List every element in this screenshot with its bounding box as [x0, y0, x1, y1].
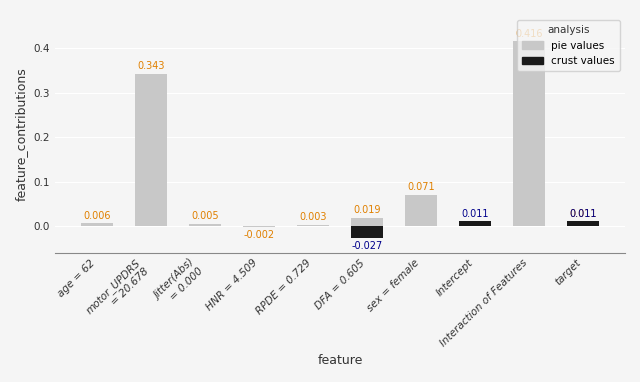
Bar: [351, 226, 383, 238]
Bar: [189, 224, 221, 226]
X-axis label: feature: feature: [317, 354, 363, 367]
Text: 0.011: 0.011: [461, 209, 489, 219]
Bar: [513, 41, 545, 226]
Text: 0.343: 0.343: [137, 61, 164, 71]
Text: 0.416: 0.416: [515, 29, 543, 39]
Text: 0.019: 0.019: [353, 205, 381, 215]
Text: 0.011: 0.011: [569, 209, 596, 219]
Bar: [566, 221, 599, 226]
Text: 0.011: 0.011: [569, 209, 596, 219]
Bar: [81, 223, 113, 226]
Bar: [135, 74, 167, 226]
Text: -0.027: -0.027: [351, 241, 383, 251]
Text: -0.002: -0.002: [243, 230, 275, 240]
Bar: [404, 194, 437, 226]
Bar: [566, 221, 599, 226]
Text: 0.003: 0.003: [300, 212, 326, 222]
Text: 0.071: 0.071: [407, 182, 435, 192]
Legend: pie values, crust values: pie values, crust values: [516, 20, 620, 71]
Bar: [459, 221, 491, 226]
Bar: [351, 218, 383, 226]
Text: 0.006: 0.006: [83, 211, 111, 221]
Bar: [243, 226, 275, 227]
Text: 0.005: 0.005: [191, 211, 219, 221]
Bar: [297, 225, 329, 226]
Y-axis label: feature_contributions: feature_contributions: [15, 67, 28, 201]
